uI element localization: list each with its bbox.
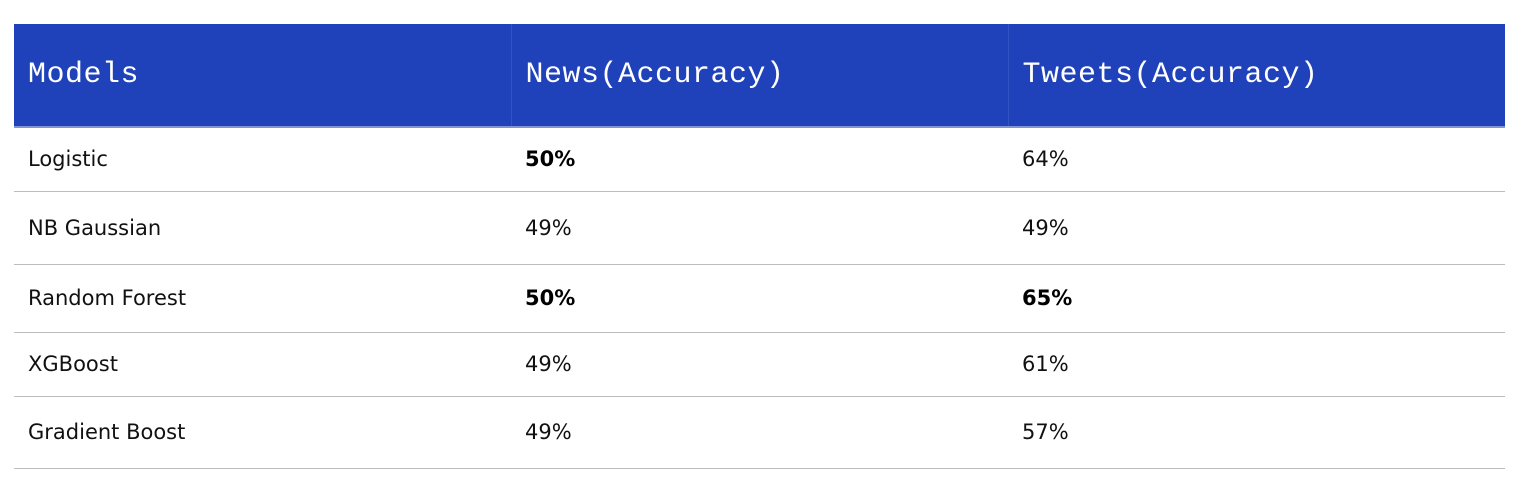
news-accuracy-cell: 49%	[511, 191, 1008, 265]
model-name-cell: Gradient Boost	[14, 396, 511, 469]
model-accuracy-table: Models News(Accuracy) Tweets(Accuracy) L…	[14, 24, 1505, 469]
table-body: Logistic 50% 64% NB Gaussian 49% 49% Ran…	[14, 127, 1505, 469]
header-row: Models News(Accuracy) Tweets(Accuracy)	[14, 24, 1505, 128]
header-news-accuracy: News(Accuracy)	[510, 24, 1008, 128]
model-name-cell: XGBoost	[14, 332, 511, 397]
news-accuracy-cell: 50%	[511, 264, 1008, 333]
tweets-accuracy-cell: 61%	[1008, 332, 1505, 397]
table-row: Random Forest 50% 65%	[14, 264, 1505, 333]
news-accuracy-cell: 49%	[511, 332, 1008, 397]
model-name-cell: Logistic	[14, 127, 511, 192]
tweets-accuracy-cell: 64%	[1008, 127, 1505, 192]
news-accuracy-cell: 49%	[511, 396, 1008, 469]
header-tweets-accuracy: Tweets(Accuracy)	[1007, 24, 1505, 128]
table-row: NB Gaussian 49% 49%	[14, 191, 1505, 265]
table-row: Logistic 50% 64%	[14, 127, 1505, 192]
tweets-accuracy-cell: 65%	[1008, 264, 1505, 333]
results-table-container: Models News(Accuracy) Tweets(Accuracy) L…	[14, 24, 1505, 469]
news-accuracy-cell: 50%	[511, 127, 1008, 192]
tweets-accuracy-cell: 57%	[1008, 396, 1505, 469]
tweets-accuracy-cell: 49%	[1008, 191, 1505, 265]
model-name-cell: NB Gaussian	[14, 191, 511, 265]
table-header: Models News(Accuracy) Tweets(Accuracy)	[14, 24, 1505, 128]
model-name-cell: Random Forest	[14, 264, 511, 333]
table-row: XGBoost 49% 61%	[14, 332, 1505, 397]
header-models: Models	[14, 24, 511, 128]
table-row: Gradient Boost 49% 57%	[14, 396, 1505, 469]
